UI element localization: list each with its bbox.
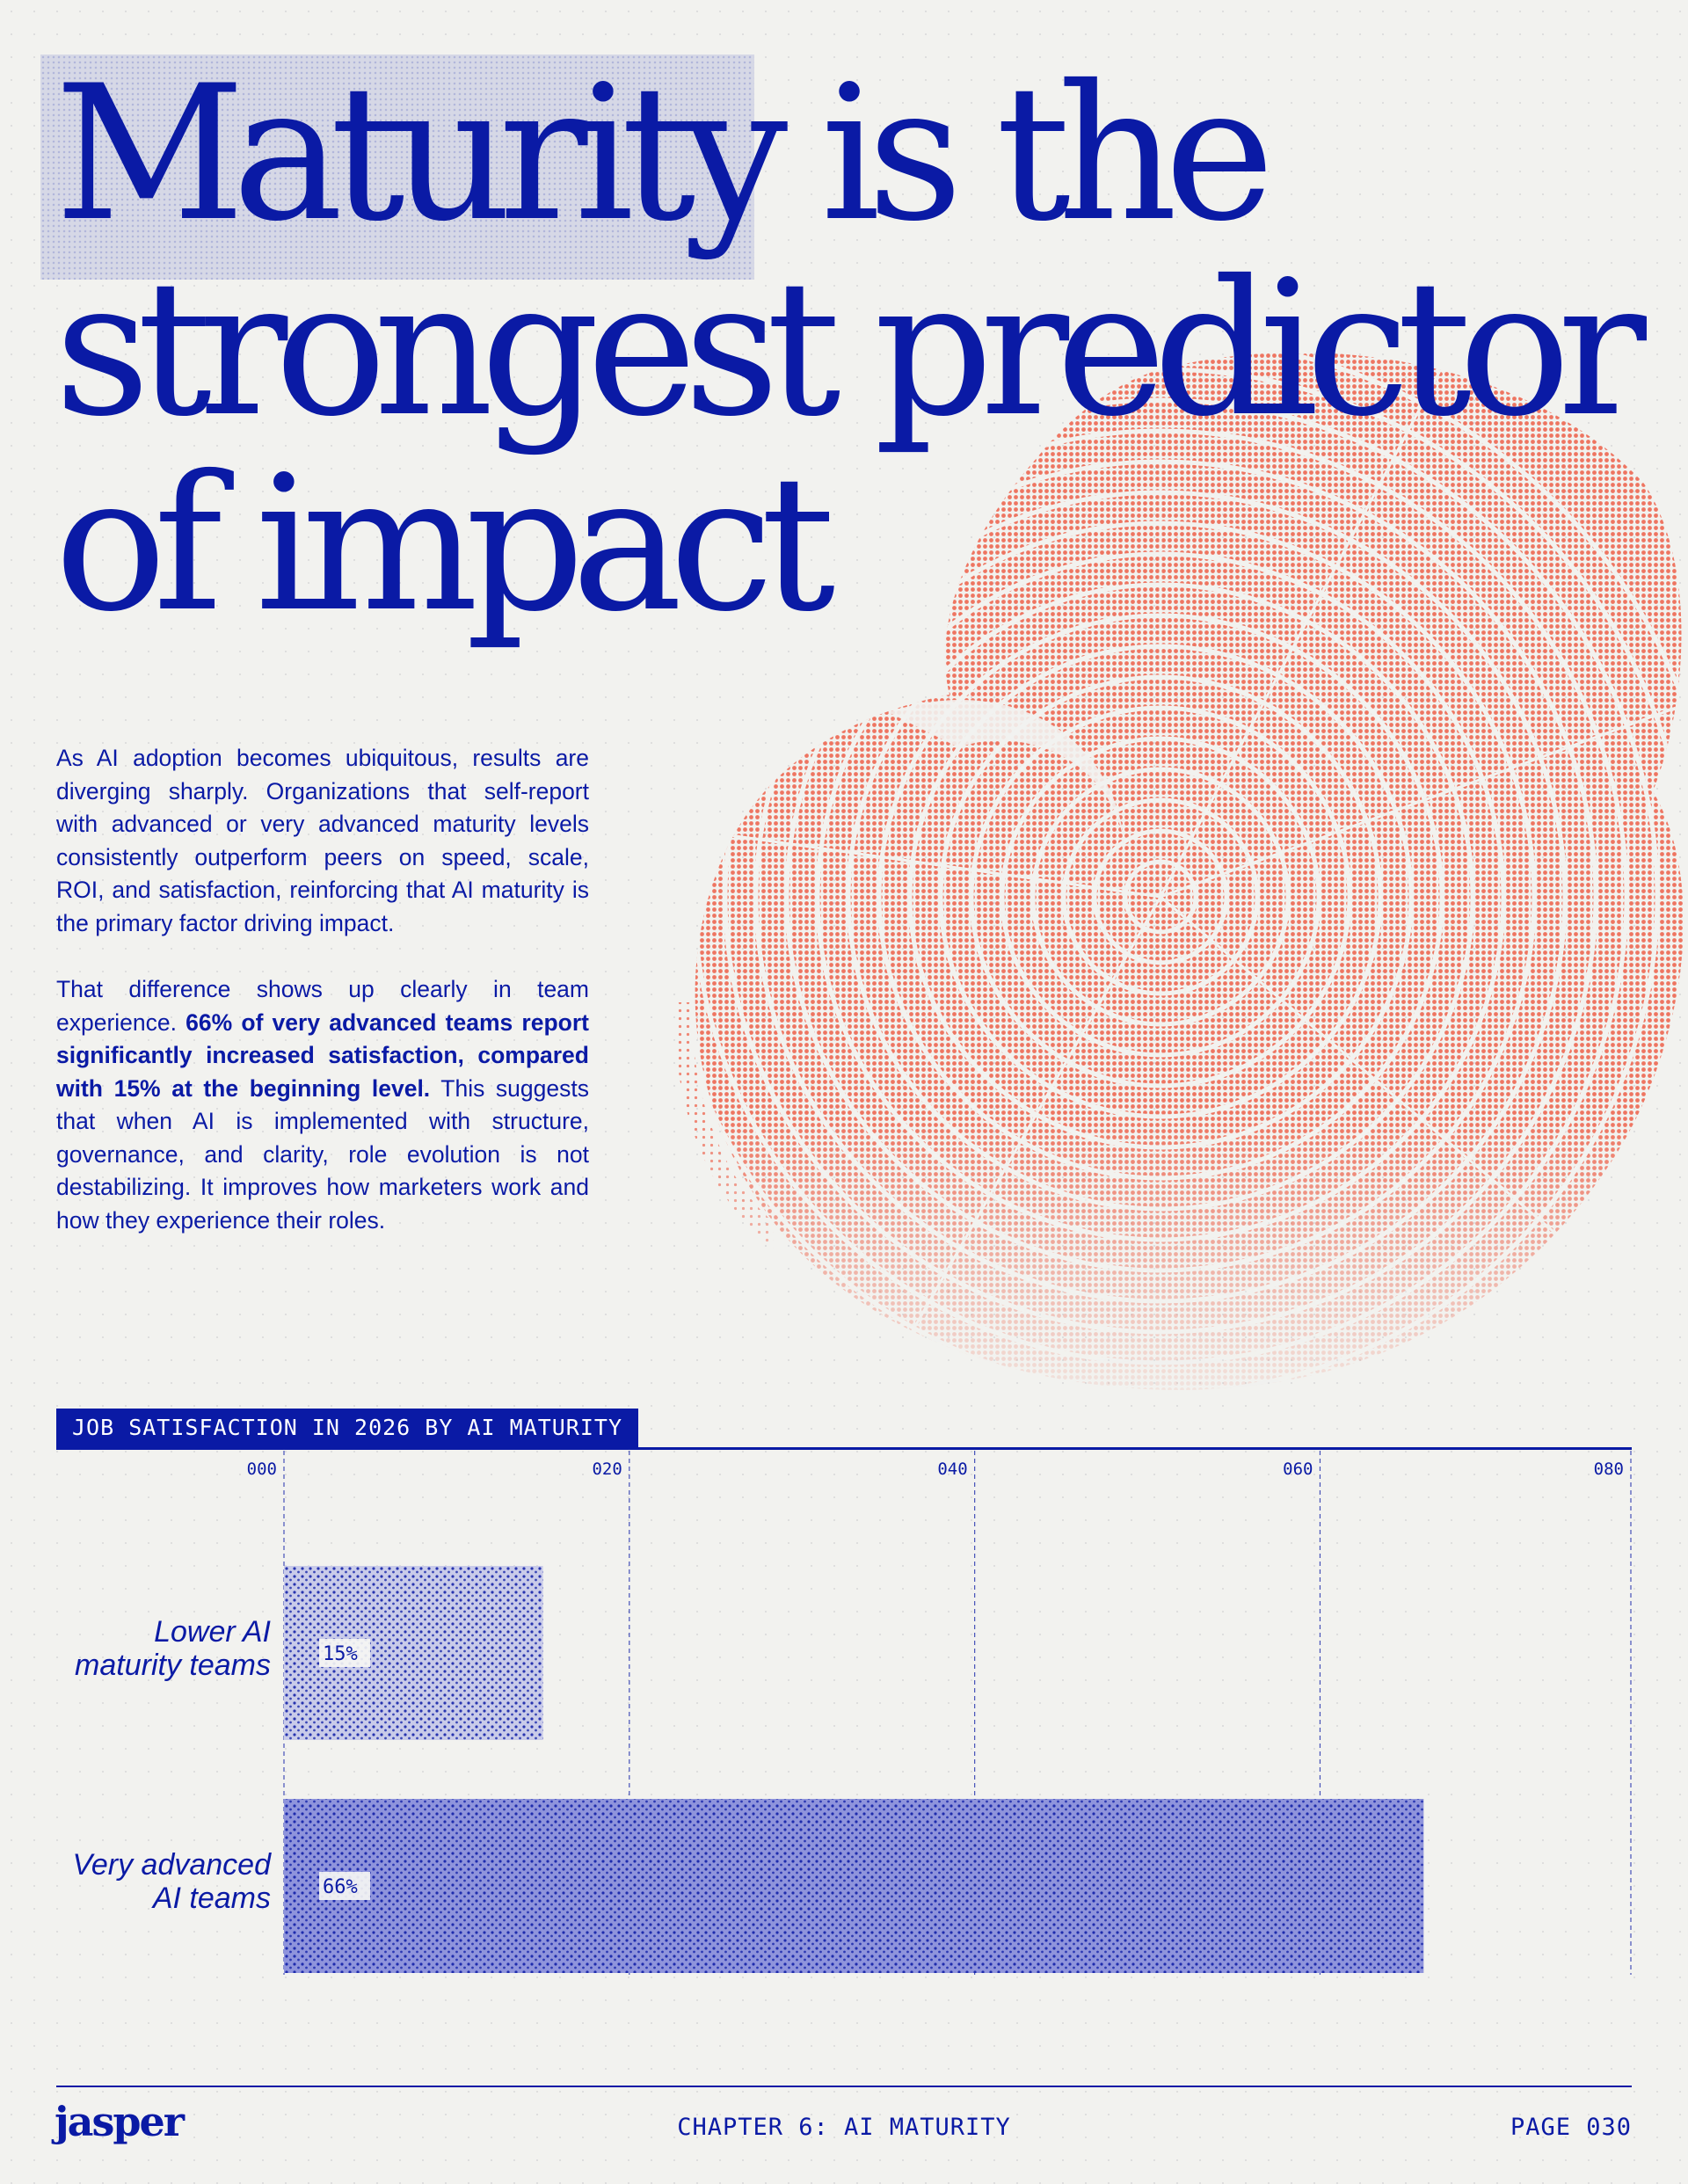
bar-texture xyxy=(284,1799,1424,1973)
headline-highlight-word: Maturity xyxy=(55,45,788,262)
body-paragraph-2: That difference shows up clearly in team… xyxy=(56,973,589,1237)
footer-rule xyxy=(56,2086,1632,2087)
category-label: Very advanced xyxy=(72,1848,272,1882)
x-tick-label: 020 xyxy=(592,1460,622,1479)
x-tick-label: 000 xyxy=(247,1460,277,1479)
jasper-logo[interactable]: jasper xyxy=(55,2098,185,2145)
footer-chapter-text: CHAPTER 6: AI MATURITY xyxy=(677,2114,1011,2141)
headline-line-2: strongest predictor xyxy=(55,240,1647,457)
chart-title: JOB SATISFACTION IN 2026 BY AI MATURITY xyxy=(56,1409,638,1447)
body-paragraph-2-start: That difference shows up clearly in team… xyxy=(56,976,589,1036)
headline-highlight-block xyxy=(40,55,754,280)
headline-line-3: of impact xyxy=(55,435,835,652)
body-paragraph-2-end: This suggests that when AI is implemente… xyxy=(56,1074,589,1234)
footer-chapter-label: CHAPTER 6: AI MATURITY xyxy=(0,2114,1688,2141)
bar-value-label: 66% xyxy=(323,1876,358,1898)
page-headline: Maturity is the strongest predictor of i… xyxy=(55,56,1647,652)
bar-value-label: 15% xyxy=(323,1643,358,1665)
page-number: PAGE 030 xyxy=(1510,2114,1632,2141)
headline-line-1-rest: is the xyxy=(775,45,1275,262)
value-label-background xyxy=(319,1872,370,1900)
value-label-background xyxy=(319,1639,370,1667)
headline-line-1: Maturity is the xyxy=(55,56,1633,251)
category-label: maturity teams xyxy=(75,1649,271,1682)
category-label: Lower AI xyxy=(154,1615,271,1649)
x-tick-label: 080 xyxy=(1594,1460,1624,1479)
body-paragraph-1: As AI adoption becomes ubiquitous, resul… xyxy=(56,745,589,936)
body-copy: As AI adoption becomes ubiquitous, resul… xyxy=(56,742,589,1270)
x-tick-label: 040 xyxy=(937,1460,967,1479)
chart-top-rule xyxy=(56,1447,1632,1450)
category-label: AI teams xyxy=(151,1882,271,1915)
x-tick-label: 060 xyxy=(1283,1460,1313,1479)
body-paragraph-2-highlight: 66% of very advanced teams report signif… xyxy=(56,1008,589,1102)
